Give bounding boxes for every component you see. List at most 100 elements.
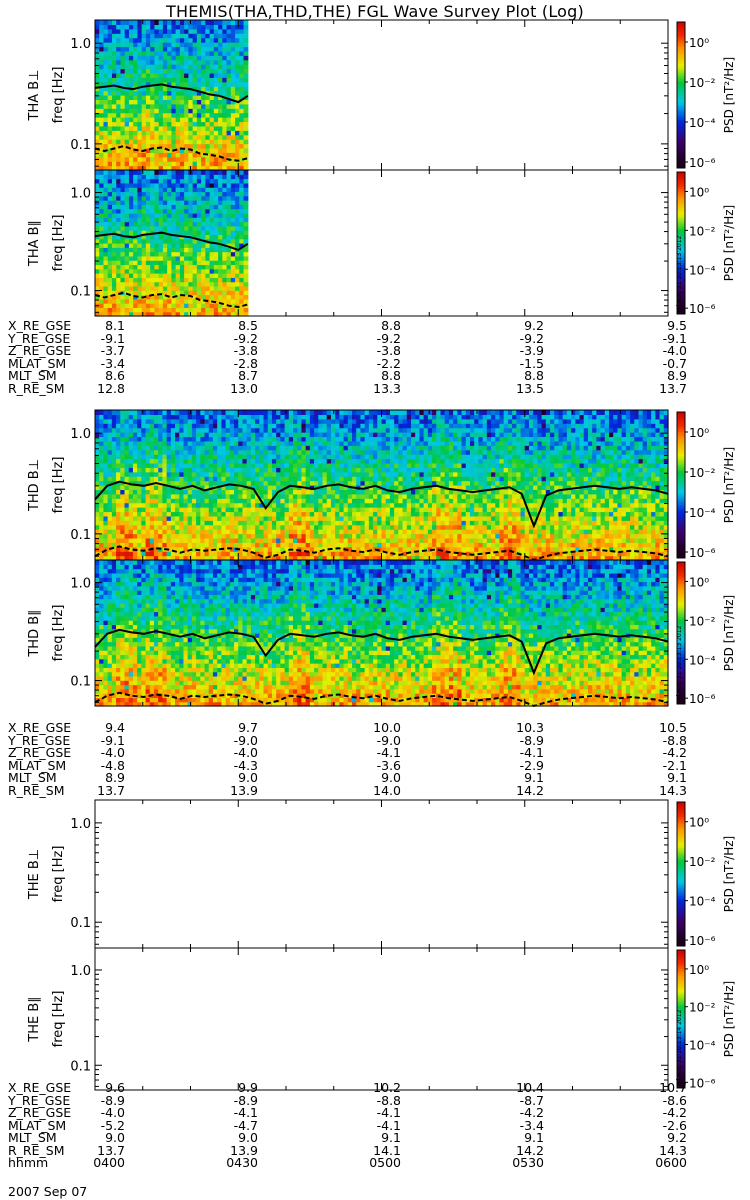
- spectrogram-cell: [141, 170, 147, 175]
- spectrogram-cell: [318, 537, 324, 543]
- spectrogram-cell: [239, 251, 245, 257]
- spectrogram-cell: [352, 462, 357, 468]
- spectrogram-cell: [356, 498, 362, 504]
- spectrogram-cell: [166, 537, 172, 543]
- spectrogram-cell: [263, 476, 269, 482]
- spectrogram-cell: [201, 251, 206, 257]
- spectrogram-cell: [179, 20, 185, 26]
- spectrogram-cell: [343, 427, 349, 433]
- spectrogram-cell: [124, 230, 130, 236]
- spectrogram-cell: [141, 480, 147, 486]
- spectrogram-cell: [208, 467, 214, 473]
- spectrogram-cell: [141, 156, 147, 162]
- spectrogram-cell: [309, 493, 315, 499]
- spectrogram-cell: [201, 273, 206, 278]
- colorbar-step: [677, 252, 685, 256]
- spectrogram-cell: [145, 498, 151, 504]
- spectrogram-cell: [137, 147, 143, 153]
- spectrogram-cell: [276, 502, 281, 508]
- spectrogram-cell: [145, 551, 151, 557]
- spectrogram-cell: [368, 515, 374, 521]
- spectrogram-cell: [326, 489, 332, 495]
- spectrogram-cell: [339, 462, 345, 468]
- spectrogram-cell: [107, 255, 113, 261]
- spectrogram-cell: [293, 445, 298, 451]
- spectrogram-cell: [200, 493, 206, 499]
- spectrogram-cell: [238, 546, 244, 552]
- spectrogram-cell: [95, 458, 100, 464]
- spectrogram-cell: [226, 72, 232, 78]
- spectrogram-cell: [120, 103, 126, 109]
- spectrogram-cell: [158, 37, 164, 43]
- spectrogram-cell: [137, 130, 143, 136]
- spectrogram-cell: [99, 511, 105, 517]
- spectrogram-cell: [128, 81, 134, 87]
- spectrogram-cell: [179, 277, 185, 283]
- spectrogram-cell: [116, 418, 121, 424]
- spectrogram-cell: [196, 273, 202, 278]
- spectrogram-cell: [209, 24, 215, 30]
- spectrogram-cell: [226, 174, 232, 180]
- spectrogram-cell: [187, 537, 193, 543]
- spectrogram-cell: [188, 37, 194, 43]
- spectrogram-cell: [141, 59, 147, 65]
- spectrogram-cell: [120, 217, 126, 223]
- spectrogram-cell: [162, 68, 168, 74]
- spectrogram-cell: [212, 410, 218, 416]
- spectrogram-cell: [162, 410, 168, 416]
- spectrogram-cell: [162, 307, 168, 313]
- spectrogram-cell: [293, 485, 298, 491]
- colorbar-step: [677, 195, 685, 199]
- spectrogram-cell: [183, 480, 189, 486]
- spectrogram-cell: [205, 108, 211, 114]
- spectrogram-cell: [137, 458, 142, 464]
- spectrogram-cell: [259, 454, 265, 460]
- spectrogram-cell: [170, 537, 176, 543]
- spectrogram-cell: [158, 182, 164, 188]
- spectrogram-cell: [103, 524, 109, 530]
- spectrogram-cell: [204, 498, 210, 504]
- spectrogram-cell: [187, 515, 193, 521]
- spectrogram-cell: [103, 200, 109, 205]
- spectrogram-cell: [343, 454, 349, 460]
- spectrogram-cell: [128, 251, 134, 257]
- spectrogram-cell: [335, 498, 340, 504]
- spectrogram-cell: [95, 230, 100, 236]
- spectrogram-cell: [280, 471, 286, 477]
- spectrogram-cell: [201, 187, 206, 193]
- spectrogram-cell: [318, 458, 324, 464]
- spectrogram-cell: [150, 134, 156, 140]
- spectrogram-cell: [250, 458, 256, 464]
- spectrogram-cell: [297, 498, 303, 504]
- spectrogram-cell: [145, 234, 151, 240]
- spectrogram-cell: [330, 515, 336, 521]
- spectrogram-cell: [95, 24, 100, 30]
- spectrogram-cell: [271, 445, 277, 451]
- spectrogram-cell: [158, 303, 164, 309]
- spectrogram-cell: [280, 520, 286, 526]
- spectrogram-cell: [293, 449, 298, 455]
- spectrogram-cell: [196, 307, 202, 313]
- spectrogram-cell: [162, 418, 168, 424]
- spectrogram-cell: [239, 243, 245, 248]
- spectrogram-cell: [293, 418, 298, 424]
- spectrogram-cell: [234, 410, 239, 416]
- colorbar-tick-label: 10⁻⁴: [689, 263, 716, 277]
- spectrogram-cell: [167, 225, 172, 231]
- spectrogram-cell: [347, 432, 353, 438]
- spectrogram-cell: [158, 485, 164, 491]
- spectrogram-cell: [347, 414, 353, 420]
- spectrogram-cell: [124, 268, 130, 274]
- spectrogram-cell: [145, 217, 151, 223]
- spectrogram-cell: [137, 298, 143, 304]
- spectrogram-cell: [373, 454, 378, 460]
- spectrogram-cell: [201, 64, 206, 70]
- spectrogram-cell: [263, 537, 269, 543]
- spectrogram-cell: [196, 147, 202, 153]
- spectrogram-cell: [179, 520, 185, 526]
- spectrogram-cell: [107, 502, 113, 508]
- spectrogram-cell: [222, 33, 228, 39]
- spectrogram-cell: [111, 134, 117, 140]
- spectrogram-cell: [124, 139, 130, 145]
- spectrogram-cell: [191, 480, 197, 486]
